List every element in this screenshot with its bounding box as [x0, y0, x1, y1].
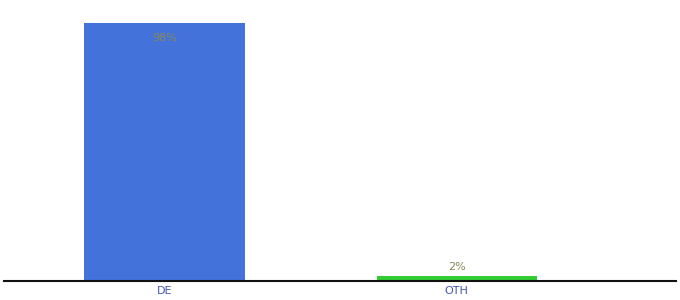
Text: 98%: 98% — [152, 33, 177, 43]
Bar — [84, 22, 245, 281]
Text: 2%: 2% — [448, 262, 466, 272]
Bar — [377, 276, 537, 281]
